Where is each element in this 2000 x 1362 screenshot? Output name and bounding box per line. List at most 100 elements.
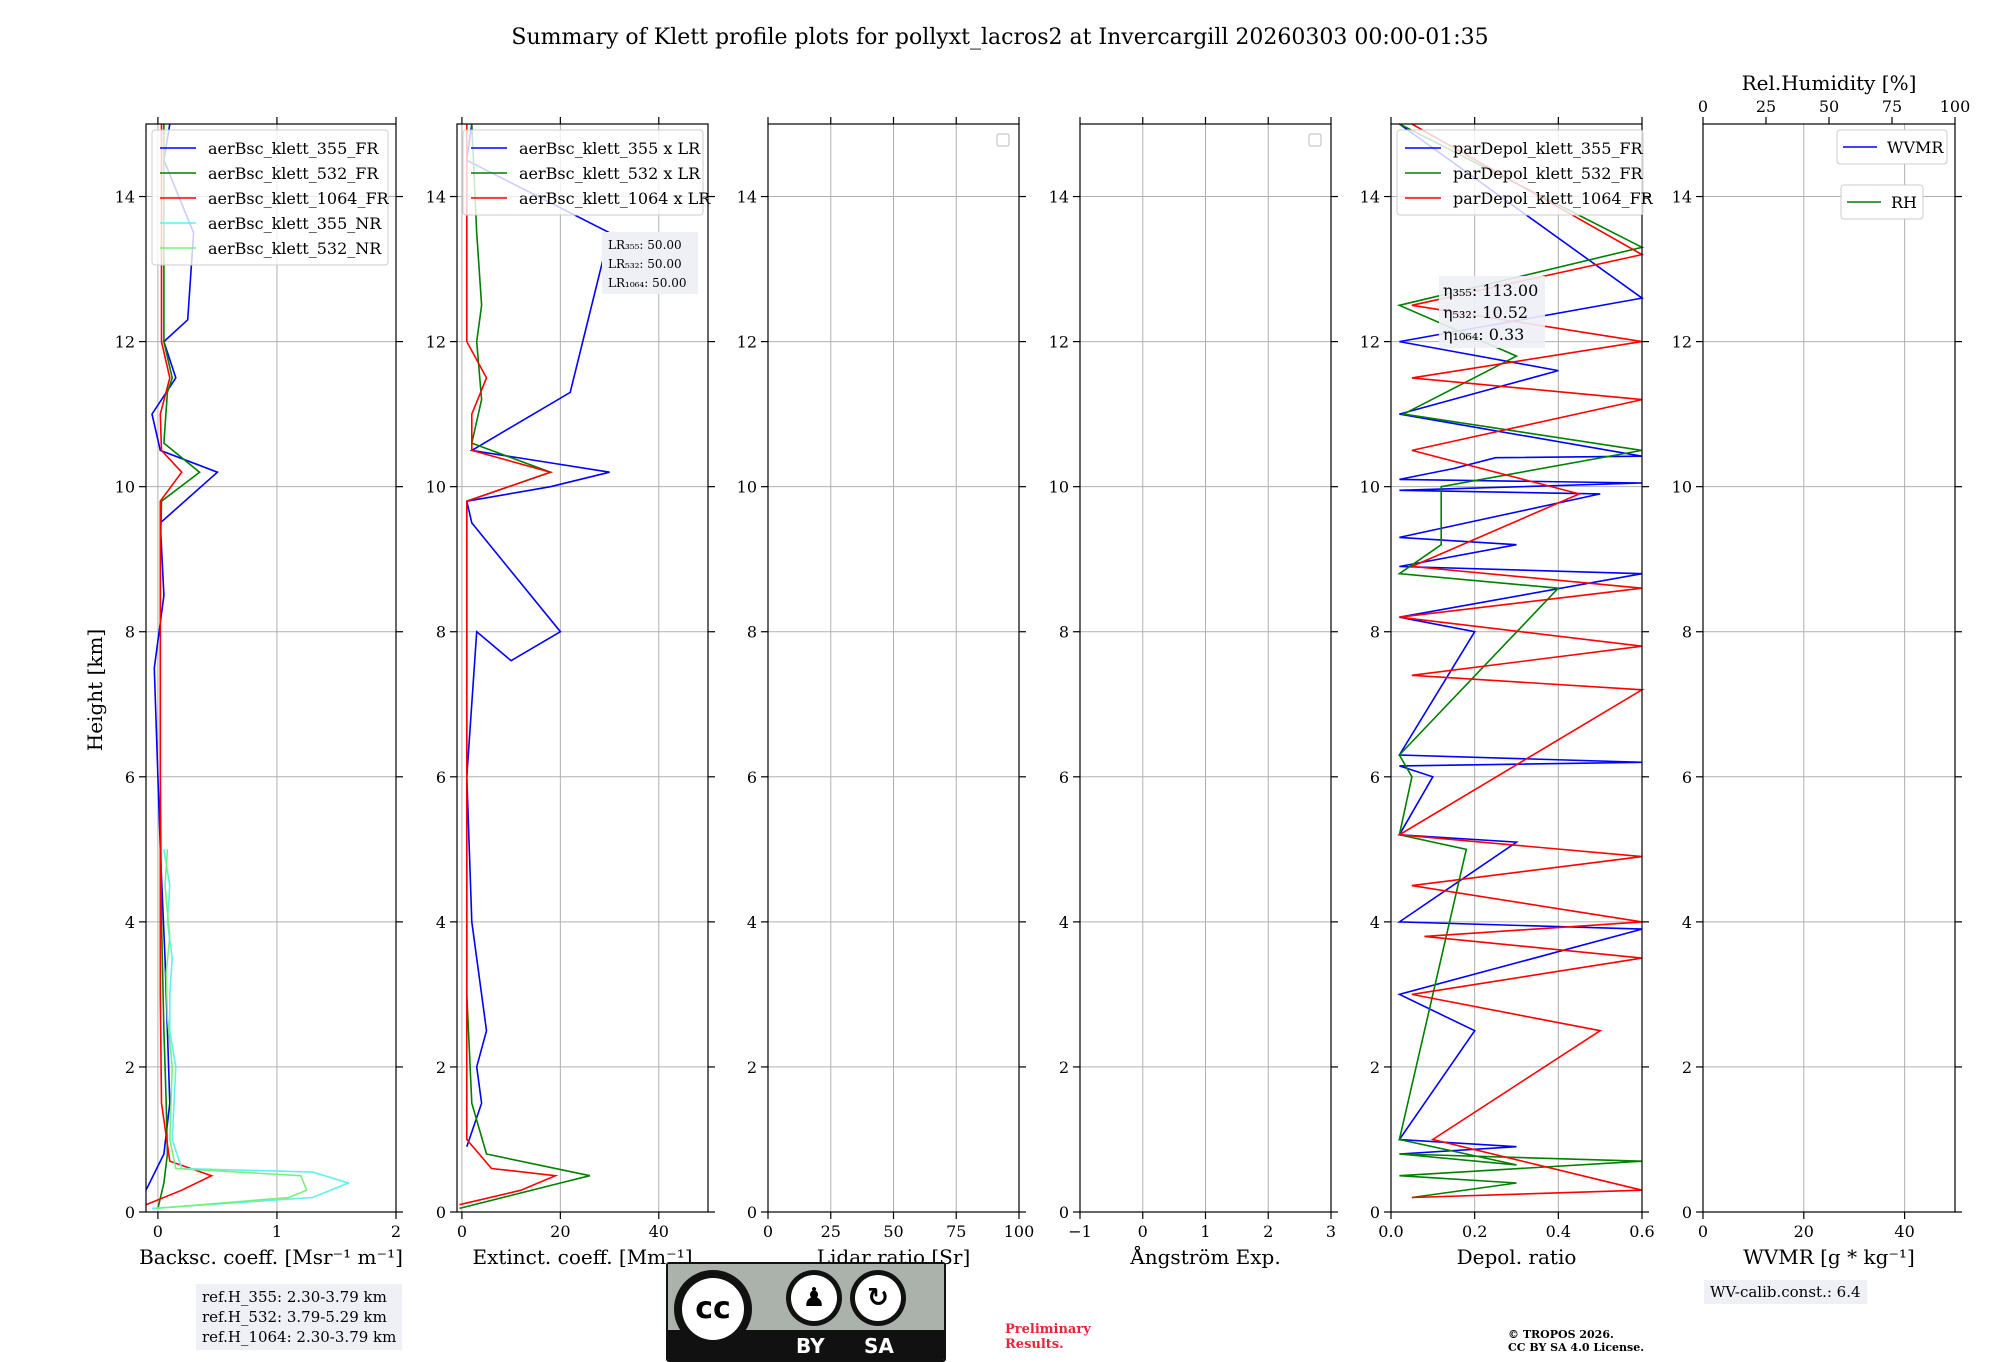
x-tick-label: 0.2 bbox=[1462, 1222, 1487, 1241]
ref-height-355: ref.H_355: 2.30-3.79 km bbox=[202, 1288, 387, 1306]
x-tick-label: 20 bbox=[1794, 1222, 1814, 1241]
legend-label: parDepol_klett_532_FR bbox=[1453, 164, 1644, 183]
copyright-line-1: © TROPOS 2026. bbox=[1508, 1328, 1614, 1341]
legend-label: aerBsc_klett_532_FR bbox=[208, 164, 379, 183]
lr-label: LR₃₅₅: 50.00 bbox=[608, 238, 682, 252]
series-bsc-1 bbox=[157, 124, 201, 1209]
x-tick-label: 0 bbox=[763, 1222, 773, 1241]
y-tick-label: 8 bbox=[1059, 623, 1069, 642]
x-axis-label: Ångström Exp. bbox=[1129, 1244, 1280, 1269]
x-tick-label: 40 bbox=[1894, 1222, 1914, 1241]
y-tick-label: 12 bbox=[1360, 333, 1380, 352]
top-x-tick-label: 0 bbox=[1698, 97, 1708, 116]
empty-legend bbox=[996, 133, 1010, 147]
series-bsc-4 bbox=[155, 849, 308, 1210]
y-tick-label: 4 bbox=[436, 913, 446, 932]
y-tick-label: 4 bbox=[1370, 913, 1380, 932]
y-tick-label: 10 bbox=[1672, 478, 1692, 497]
copyright-note: © TROPOS 2026. CC BY SA 4.0 License. bbox=[1508, 1328, 1644, 1354]
x-axis-label: Backsc. coeff. [Msr⁻¹ m⁻¹] bbox=[139, 1245, 403, 1269]
x-tick-label: 20 bbox=[550, 1222, 570, 1241]
y-tick-label: 6 bbox=[1059, 768, 1069, 787]
y-tick-label: 12 bbox=[426, 333, 446, 352]
y-tick-label: 12 bbox=[737, 333, 757, 352]
x-tick-label: 50 bbox=[883, 1222, 903, 1241]
y-tick-label: 14 bbox=[426, 188, 446, 207]
y-tick-label: 14 bbox=[1672, 188, 1692, 207]
legend-label: RH bbox=[1891, 193, 1917, 212]
y-tick-label: 0 bbox=[436, 1203, 446, 1222]
legend-label: WVMR bbox=[1887, 138, 1944, 157]
y-tick-label: 6 bbox=[747, 768, 757, 787]
y-tick-label: 8 bbox=[125, 623, 135, 642]
axes-frame bbox=[1702, 123, 1956, 1213]
legend-box bbox=[1396, 129, 1644, 216]
lr-label: LR₁₀₆₄: 50.00 bbox=[608, 276, 686, 290]
x-tick-label: 100 bbox=[1004, 1222, 1035, 1241]
x-tick-label: 0 bbox=[457, 1222, 467, 1241]
top-x-tick-label: 100 bbox=[1940, 97, 1971, 116]
legend-label: aerBsc_klett_1064 x LR bbox=[519, 189, 711, 208]
x-tick-label: 0 bbox=[1698, 1222, 1708, 1241]
legend-label: aerBsc_klett_355 x LR bbox=[519, 139, 701, 158]
panel-ext: 0 2 4 6 8 10 12 14 0 20 40 Extinct. coeff. [Mm⁻¹] ae… bbox=[426, 117, 715, 1269]
eta-box bbox=[1439, 276, 1545, 348]
y-tick-label: 10 bbox=[1049, 478, 1069, 497]
y-axis-label: Height [km] bbox=[83, 629, 107, 751]
axes-frame bbox=[1390, 123, 1643, 1213]
empty-legend bbox=[1308, 133, 1322, 147]
ref-height-1064: ref.H_1064: 2.30-3.79 km bbox=[202, 1328, 397, 1346]
figure-title: Summary of Klett profile plots for polly… bbox=[511, 25, 1488, 50]
x-tick-label: 0.0 bbox=[1378, 1222, 1403, 1241]
x-tick-label: 2 bbox=[1263, 1222, 1273, 1241]
x-axis-label: WVMR [g * kg⁻¹] bbox=[1743, 1245, 1915, 1269]
preliminary-line-1: Preliminary bbox=[1005, 1322, 1091, 1337]
reference-height-box: ref.H_355: 2.30-3.79 km ref.H_532: 3.79-… bbox=[196, 1284, 403, 1350]
series-bsc-2 bbox=[145, 124, 214, 1206]
series-ext-1 bbox=[459, 123, 591, 1210]
x-tick-label: 0.6 bbox=[1629, 1222, 1654, 1241]
legend-box bbox=[1840, 184, 1924, 220]
y-tick-label: 6 bbox=[436, 768, 446, 787]
series-ext-0 bbox=[465, 123, 611, 1147]
series-dep-2 bbox=[1396, 123, 1645, 1199]
x-tick-label: −1 bbox=[1068, 1222, 1092, 1241]
eta-label: η₅₃₂: 10.52 bbox=[1443, 303, 1528, 322]
eta-label: η₃₅₅: 113.00 bbox=[1443, 281, 1538, 300]
share-alike-icon: ↻ bbox=[850, 1270, 906, 1326]
y-tick-label: 12 bbox=[1049, 333, 1069, 352]
y-tick-label: 4 bbox=[1682, 913, 1692, 932]
eta-label: η₁₀₆₄: 0.33 bbox=[1443, 325, 1524, 344]
x-tick-label: 0 bbox=[1138, 1222, 1148, 1241]
y-tick-label: 6 bbox=[1682, 768, 1692, 787]
person-icon: ♟ bbox=[786, 1270, 842, 1326]
y-tick-label: 0 bbox=[125, 1203, 135, 1222]
y-tick-label: 4 bbox=[1059, 913, 1069, 932]
panels: 0 2 4 6 8 10 12 14 0 1 2 Backsc. coeff. [Msr⁻¹ m⁻¹]… bbox=[115, 71, 1971, 1269]
top-x-tick-label: 25 bbox=[1756, 97, 1776, 116]
legend-box bbox=[462, 129, 704, 216]
y-tick-label: 8 bbox=[747, 623, 757, 642]
series-ext-2 bbox=[459, 124, 559, 1206]
y-tick-label: 8 bbox=[1370, 623, 1380, 642]
y-tick-label: 10 bbox=[1360, 478, 1380, 497]
legend-label: aerBsc_klett_355_FR bbox=[208, 139, 379, 158]
y-tick-label: 2 bbox=[1682, 1058, 1692, 1077]
y-tick-label: 10 bbox=[426, 478, 446, 497]
legend-box bbox=[151, 129, 389, 266]
y-tick-label: 10 bbox=[737, 478, 757, 497]
y-tick-label: 2 bbox=[1059, 1058, 1069, 1077]
preliminary-line-2: Results. bbox=[1005, 1337, 1064, 1352]
x-axis-label: Depol. ratio bbox=[1457, 1245, 1577, 1269]
y-tick-label: 0 bbox=[1059, 1203, 1069, 1222]
y-tick-label: 8 bbox=[436, 623, 446, 642]
legend-box bbox=[1836, 129, 1948, 165]
y-tick-label: 0 bbox=[1682, 1203, 1692, 1222]
axes-frame bbox=[145, 123, 397, 1213]
y-tick-label: 6 bbox=[125, 768, 135, 787]
y-tick-label: 14 bbox=[115, 188, 135, 207]
axes-frame bbox=[456, 123, 709, 1213]
